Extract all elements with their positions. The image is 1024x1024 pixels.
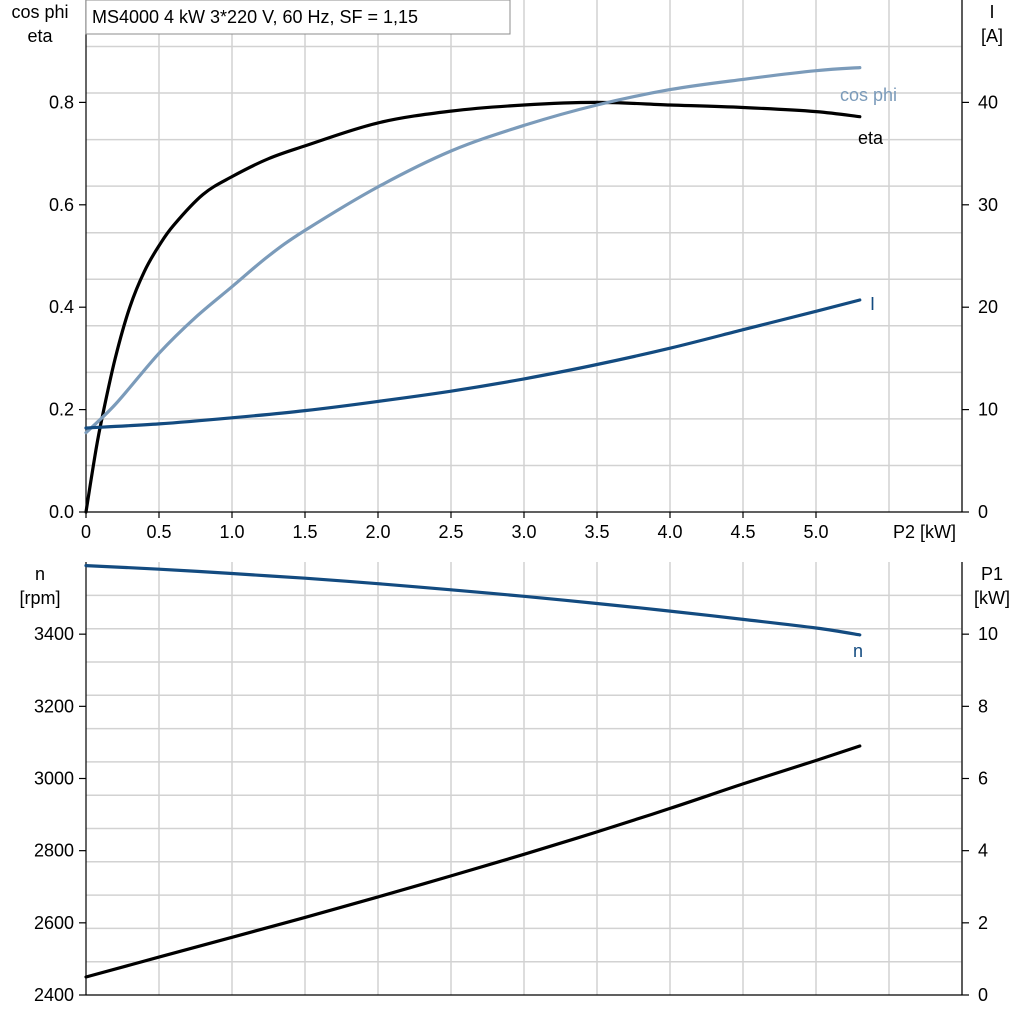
y-left-tick-label: 0.2 xyxy=(49,400,74,420)
y-left-axis-title: eta xyxy=(27,26,53,46)
y-right-tick-label: 8 xyxy=(978,696,988,716)
x-tick-label: 2.5 xyxy=(438,522,463,542)
y-right-tick-label: 40 xyxy=(978,92,998,112)
y-left-axis-title: [rpm] xyxy=(19,588,60,608)
x-tick-label: 3.5 xyxy=(584,522,609,542)
series-label-n: n xyxy=(853,641,863,661)
x-tick-label: 1.5 xyxy=(292,522,317,542)
series-label-i: I xyxy=(870,294,875,314)
series-label-cos-phi: cos phi xyxy=(840,85,897,105)
y-left-tick-label: 2800 xyxy=(34,841,74,861)
x-tick-label: 3.0 xyxy=(511,522,536,542)
y-right-axis-title: [kW] xyxy=(974,588,1010,608)
chart-title-box xyxy=(85,0,511,35)
y-left-axis-title: n xyxy=(35,564,45,584)
y-left-tick-label: 3400 xyxy=(34,624,74,644)
y-left-tick-label: 0.4 xyxy=(49,297,74,317)
y-right-tick-label: 0 xyxy=(978,985,988,1005)
y-right-tick-label: 2 xyxy=(978,913,988,933)
chart-title-text: MS4000 4 kW 3*220 V, 60 Hz, SF = 1,15 xyxy=(92,7,418,27)
top-grid xyxy=(86,0,963,512)
y-right-tick-label: 10 xyxy=(978,624,998,644)
x-tick-label: 5.0 xyxy=(803,522,828,542)
series-line-eta xyxy=(84,100,862,514)
y-left-tick-label: 2400 xyxy=(34,985,74,1005)
y-right-tick-label: 6 xyxy=(978,769,988,789)
top-panel: 0.0 0.2 0.4 0.6 0.8 0 10 20 30 40 0 0.5 1.0 1.5 2.0 2.5… xyxy=(11,0,1003,542)
x-tick-label: 1.0 xyxy=(219,522,244,542)
y-left-tick-label: 2600 xyxy=(34,913,74,933)
x-tick-label: 0 xyxy=(81,522,91,542)
y-right-tick-label: 4 xyxy=(978,841,988,861)
y-left-tick-label: 3200 xyxy=(34,696,74,716)
y-right-axis-title: [A] xyxy=(981,26,1003,46)
series-label-eta: eta xyxy=(858,128,884,148)
y-right-tick-label: 0 xyxy=(978,502,988,522)
series-line-n xyxy=(84,564,862,637)
y-right-tick-label: 10 xyxy=(978,400,998,420)
bottom-panel: 2400 2600 2800 3000 3200 3400 0 2 4 6 8 10 n [rpm] P1 [… xyxy=(19,562,1010,1005)
y-left-tick-label: 0.0 xyxy=(49,502,74,522)
chart-title: MS4000 4 kW 3*220 V, 60 Hz, SF = 1,15 xyxy=(85,0,511,35)
y-left-axis-title: cos phi xyxy=(11,2,68,22)
y-left-tick-label: 0.8 xyxy=(49,92,74,112)
x-tick-label: 4.0 xyxy=(657,522,682,542)
x-tick-label: 4.5 xyxy=(730,522,755,542)
y-left-tick-label: 0.6 xyxy=(49,195,74,215)
y-left-tick-label: 3000 xyxy=(34,769,74,789)
x-tick-label: 0.5 xyxy=(146,522,171,542)
y-right-axis-title: P1 xyxy=(981,564,1003,584)
bottom-grid xyxy=(86,562,963,995)
x-axis-label: P2 [kW] xyxy=(893,522,956,542)
y-right-tick-label: 30 xyxy=(978,195,998,215)
y-right-tick-label: 20 xyxy=(978,297,998,317)
y-right-axis-title: I xyxy=(989,2,994,22)
series-line-p1 xyxy=(84,744,862,979)
series-line-i xyxy=(84,298,862,430)
series-line-cos-phi xyxy=(84,66,862,435)
x-tick-label: 2.0 xyxy=(365,522,390,542)
